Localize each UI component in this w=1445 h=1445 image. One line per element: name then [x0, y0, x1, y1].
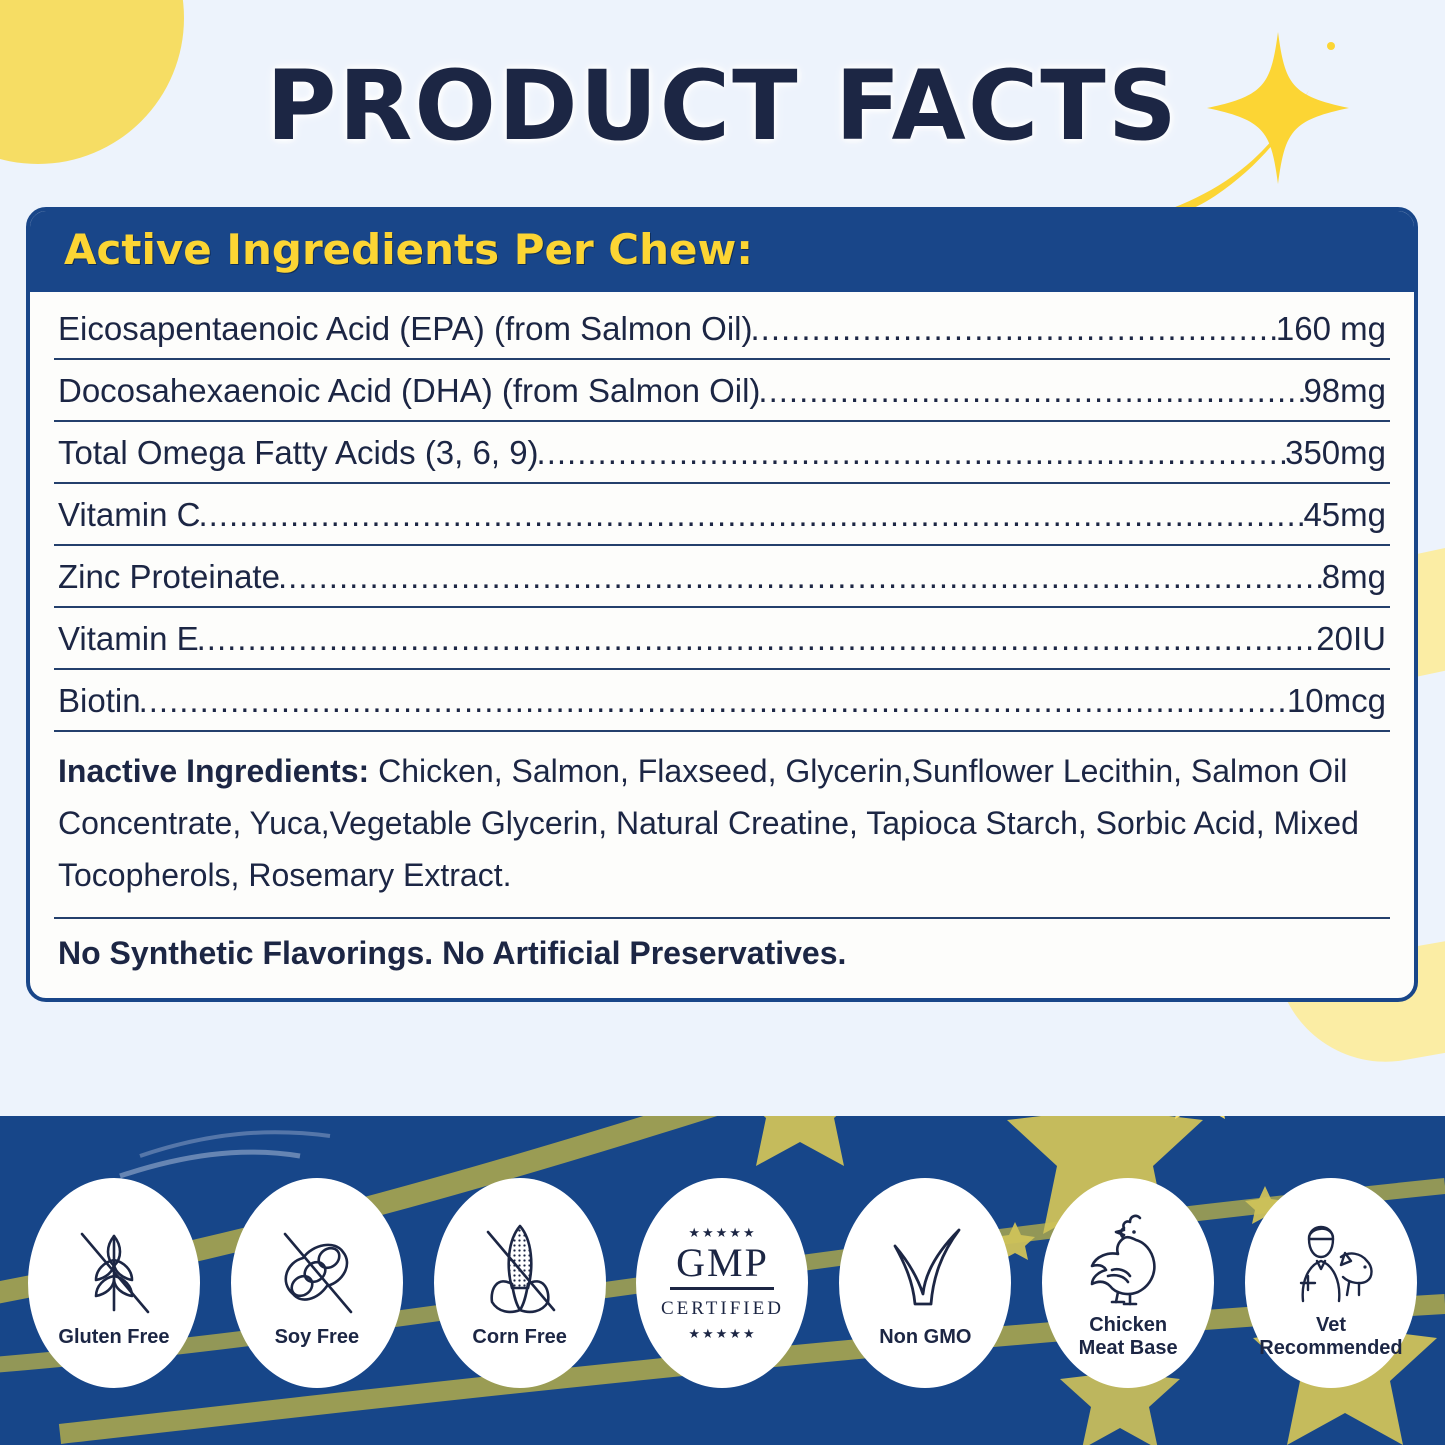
badge-soy-free[interactable]: Soy Free: [230, 1178, 403, 1388]
ingredient-row: Zinc Proteinate ........................…: [54, 546, 1390, 608]
ingredient-name: Biotin: [58, 682, 141, 719]
badge-non-gmo[interactable]: Non GMO: [839, 1178, 1012, 1388]
ingredient-row: Vitamin C ..............................…: [54, 484, 1390, 546]
ingredient-amount: 45mg: [1303, 496, 1386, 533]
badge-label: GMP: [676, 1239, 769, 1285]
badge-chicken-meat-base[interactable]: Chicken Meat Base: [1042, 1178, 1215, 1388]
soybean-crossed-out-icon: [269, 1218, 365, 1322]
leader-dots: ........................................…: [750, 310, 1278, 347]
corn-crossed-out-icon: [472, 1218, 568, 1322]
leader-dots: ........................................…: [536, 434, 1288, 471]
leader-dots: ........................................…: [138, 682, 1289, 719]
leader-dots: ........................................…: [758, 372, 1306, 409]
vet-with-dog-icon: [1279, 1206, 1383, 1310]
ingredient-name: Vitamin E: [58, 620, 199, 657]
badge-label: Chicken Meat Base: [1078, 1314, 1178, 1359]
ingredient-name: Vitamin C: [58, 496, 201, 533]
badge-corn-free[interactable]: Corn Free: [433, 1178, 606, 1388]
badge-sublabel: CERTIFIED: [661, 1297, 784, 1319]
inactive-ingredients-text: Chicken, Salmon, Flaxseed, Glycerin,Sunf…: [58, 753, 1359, 893]
wheat-crossed-out-icon: [66, 1218, 162, 1322]
badge-label: Vet Recommended: [1259, 1314, 1403, 1359]
ingredient-amount: 350mg: [1285, 434, 1386, 471]
certification-badge-band: Gluten Free Soy Free: [0, 1116, 1445, 1445]
ingredient-row: Total Omega Fatty Acids (3, 6, 9) ......…: [54, 422, 1390, 484]
leader-dots: ........................................…: [198, 496, 1306, 533]
facts-card-body: Eicosapentaenoic Acid (EPA) (from Salmon…: [30, 292, 1414, 998]
leader-dots: ........................................…: [196, 620, 1319, 657]
gmp-divider: [670, 1286, 775, 1290]
badge-gmp-certified[interactable]: ★★★★★ GMP CERTIFIED ★★★★★: [636, 1178, 809, 1388]
badge-label: Non GMO: [879, 1325, 972, 1348]
badge-label: Corn Free: [472, 1325, 567, 1348]
badge-label: Soy Free: [274, 1325, 360, 1348]
ingredient-amount: 8mg: [1321, 558, 1386, 595]
badge-gluten-free[interactable]: Gluten Free: [28, 1178, 200, 1388]
ingredient-name: Zinc Proteinate: [58, 558, 280, 595]
gmp-seal-icon: ★★★★★ GMP CERTIFIED ★★★★★: [661, 1186, 784, 1380]
active-ingredients-header: Active Ingredients Per Chew:: [30, 211, 1414, 292]
ingredient-amount: 98mg: [1303, 372, 1386, 409]
active-ingredients-header-label: Active Ingredients Per Chew:: [64, 225, 754, 274]
ingredient-row: Vitamin E ..............................…: [54, 608, 1390, 670]
inactive-ingredients-label: Inactive Ingredients:: [58, 753, 370, 789]
disclaimer-text: No Synthetic Flavorings. No Artificial P…: [58, 935, 847, 972]
badges-row: Gluten Free Soy Free: [0, 1178, 1445, 1388]
ingredient-name: Eicosapentaenoic Acid (EPA) (from Salmon…: [58, 310, 753, 347]
chicken-icon: [1078, 1206, 1178, 1310]
ingredient-amount: 10mcg: [1286, 682, 1386, 719]
product-facts-card: Active Ingredients Per Chew: Eicosapenta…: [26, 207, 1418, 1003]
ingredient-row: Docosahexaenoic Acid (DHA) (from Salmon …: [54, 360, 1390, 422]
ingredient-row: Eicosapentaenoic Acid (EPA) (from Salmon…: [54, 292, 1390, 360]
gmp-stars-top: ★★★★★: [688, 1224, 757, 1240]
yellow-stars-above-band-decoration: [1175, 1116, 1225, 1119]
ingredient-name: Total Omega Fatty Acids (3, 6, 9): [58, 434, 539, 471]
ingredient-amount: 160 mg: [1275, 310, 1386, 347]
ingredient-amount: 20IU: [1316, 620, 1386, 657]
gmp-stars-bottom: ★★★★★: [688, 1326, 757, 1342]
badge-label: Gluten Free: [58, 1325, 170, 1348]
checkmark-leaf-icon: [879, 1218, 971, 1322]
ingredient-name: Docosahexaenoic Acid (DHA) (from Salmon …: [58, 372, 761, 409]
page-title: PRODUCT FACTS: [266, 50, 1179, 162]
ingredient-row: Biotin .................................…: [54, 670, 1390, 732]
leader-dots: ........................................…: [277, 558, 1324, 595]
badge-vet-recommended[interactable]: Vet Recommended: [1244, 1178, 1417, 1388]
inactive-ingredients-block: Inactive Ingredients: Chicken, Salmon, F…: [54, 732, 1390, 920]
